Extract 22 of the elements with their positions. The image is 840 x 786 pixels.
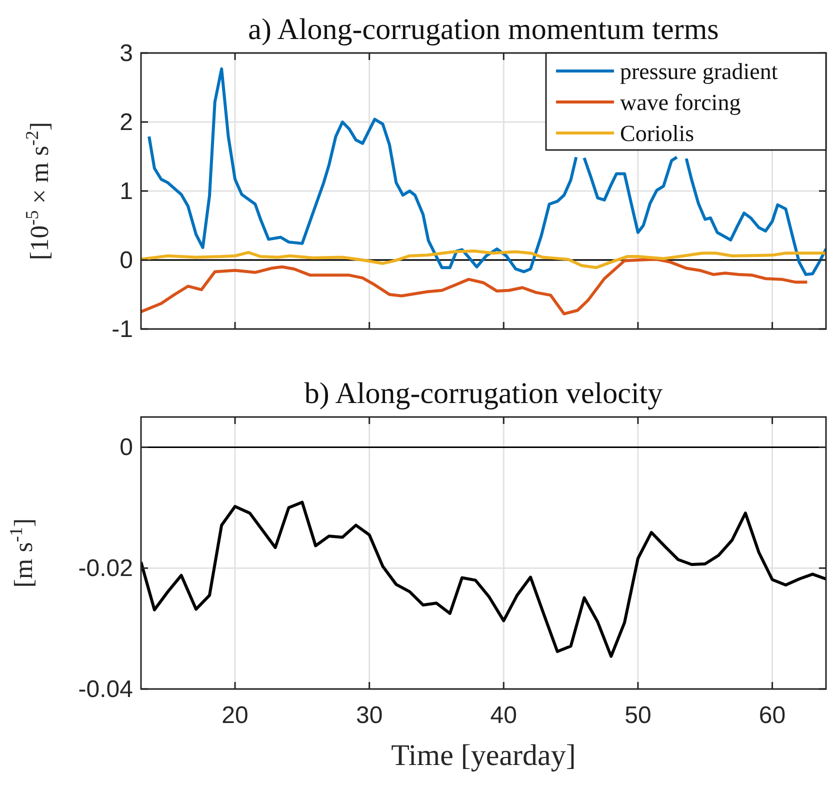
line-series <box>141 250 826 270</box>
y-tick-label: -0.04 <box>78 676 133 703</box>
y-tick-label: 1 <box>120 178 133 205</box>
y-tick-label: -0.02 <box>78 555 133 582</box>
line-series <box>141 500 826 658</box>
x-tick-label: 40 <box>490 702 517 729</box>
chart-title: a) Along-corrugation momentum terms <box>248 13 719 46</box>
chart-title: b) Along-corrugation velocity <box>304 377 663 410</box>
y-tick-label: 2 <box>120 109 133 136</box>
x-tick-label: 30 <box>356 702 383 729</box>
y-tick-label: 3 <box>120 40 133 67</box>
y-tick-label: -1 <box>112 316 133 343</box>
x-axis-title: Time [yearday] <box>391 739 576 772</box>
x-tick-label: 60 <box>758 702 786 729</box>
legend-label: pressure gradient <box>620 59 778 84</box>
y-tick-label: 0 <box>120 247 133 274</box>
legend-label: Coriolis <box>620 121 694 146</box>
x-tick-label: 50 <box>624 702 652 729</box>
line-series <box>141 258 809 316</box>
y-tick-label: 0 <box>120 434 133 462</box>
x-tick-label: 20 <box>222 702 248 729</box>
legend-label: wave forcing <box>620 90 742 115</box>
